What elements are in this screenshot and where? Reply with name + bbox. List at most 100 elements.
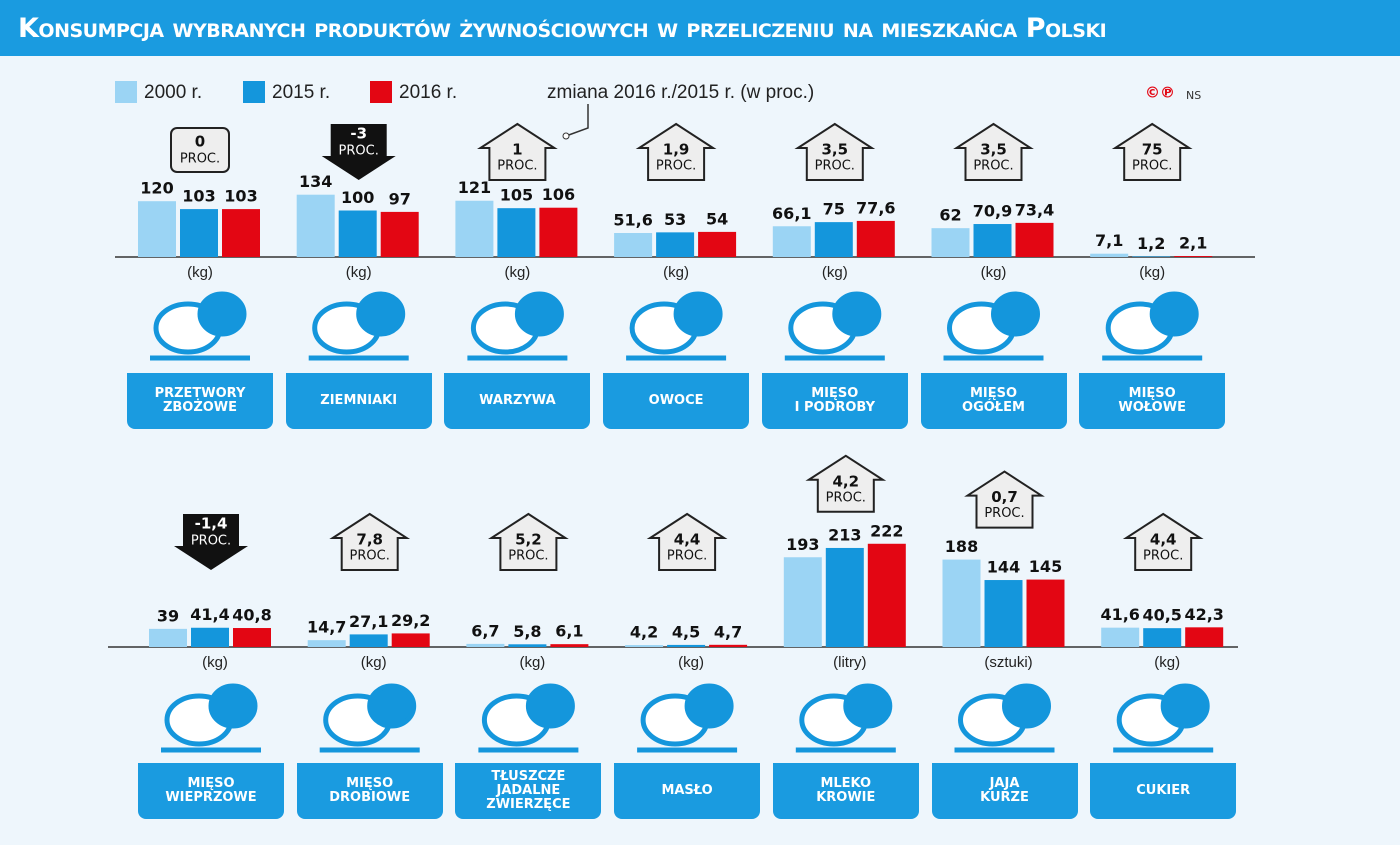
bar [233,628,271,647]
unit-label: (kg) [663,264,689,281]
icon-shape [356,291,406,337]
icon-shape [525,683,575,729]
bar [825,547,864,647]
product-label: WARZYWA [444,373,591,429]
value-label: 106 [542,185,575,204]
no-change-box [170,127,230,173]
product-label: MLEKO KROWIE [772,763,919,819]
change-label: 7,8 [356,531,383,549]
value-label: 29,2 [391,611,430,630]
up-arrow [953,122,1034,181]
product-icon [161,683,261,753]
product-label: PRZETWORY ZBOŻOWE [127,373,273,429]
legend-swatch [115,81,137,103]
change-label: 1 [512,141,522,159]
value-label: 54 [706,209,728,228]
bar [942,559,981,647]
bar [149,628,187,647]
up-arrow [794,122,876,181]
value-label: 2,1 [1179,234,1207,253]
change-unit: PROC. [984,506,1024,521]
product-label: MIĘSO I PODROBY [761,373,908,429]
change-unit: PROC. [339,144,379,159]
unit-label: (kg) [519,654,545,671]
value-label: 134 [299,172,332,191]
value-label: 193 [786,535,819,554]
bar [307,640,346,647]
value-label: 4,7 [714,622,742,641]
unit-label: (kg) [1154,654,1180,671]
value-label: 103 [182,187,215,206]
bar [222,209,260,257]
product-label: TŁUSZCZE JADALNE ZWIERZĘCE [455,763,602,819]
unit-label: (kg) [822,264,848,281]
bar [698,231,737,257]
icon-shape [208,683,258,729]
product-icon [319,683,420,753]
bar [338,210,377,257]
bar [614,233,653,257]
bar [1090,253,1129,257]
bar [296,194,335,257]
bar [180,209,218,257]
change-note: zmiana 2016 r./2015 r. (w proc.) [547,82,814,103]
value-label: 40,8 [232,606,271,625]
product-label: ZIEMNIAKI [285,373,432,429]
value-label: 42,3 [1184,605,1223,624]
value-label: 97 [389,189,411,208]
change-unit: PROC. [1132,159,1172,174]
icon-shape [843,683,893,729]
icon-shape [673,291,723,337]
up-arrow [635,122,717,181]
bar [625,645,664,647]
value-label: 145 [1029,557,1062,576]
icon-shape [1002,683,1051,729]
bar [1174,256,1213,257]
value-label: 4,2 [630,623,658,642]
bar [973,224,1012,257]
product-icon [467,291,568,361]
bar [772,226,811,257]
product-label: CUKIER [1090,763,1237,819]
credit: NS [1186,89,1201,102]
value-label: 100 [341,188,374,207]
value-label: 70,9 [973,202,1012,221]
bar [380,211,419,257]
up-arrow [329,512,411,571]
unit-label: (kg) [202,654,228,671]
value-label: 39 [157,606,179,625]
change-label: 0,7 [991,488,1018,506]
value-label: 120 [140,179,173,198]
bar [550,644,589,647]
change-unit: PROC. [1143,549,1183,564]
value-label: 40,5 [1142,606,1181,625]
icon-shape [832,291,882,337]
change-label: 3,5 [980,141,1007,159]
unit-label: (kg) [187,264,213,281]
title: Konsumpcja wybranych produktów żywnościo… [0,0,1400,56]
product-label: MIĘSO OGÓŁEM [920,373,1067,429]
bar [867,543,906,647]
bar [1101,627,1140,647]
product-icon [626,291,727,361]
product-icon [954,683,1055,753]
icon-shape [991,291,1040,337]
bar [349,634,388,647]
bar [814,222,853,257]
change-unit: PROC. [656,159,696,174]
product-icon [784,291,885,361]
value-label: 222 [870,521,903,540]
value-label: 62 [939,206,961,225]
product-icon [308,291,409,361]
